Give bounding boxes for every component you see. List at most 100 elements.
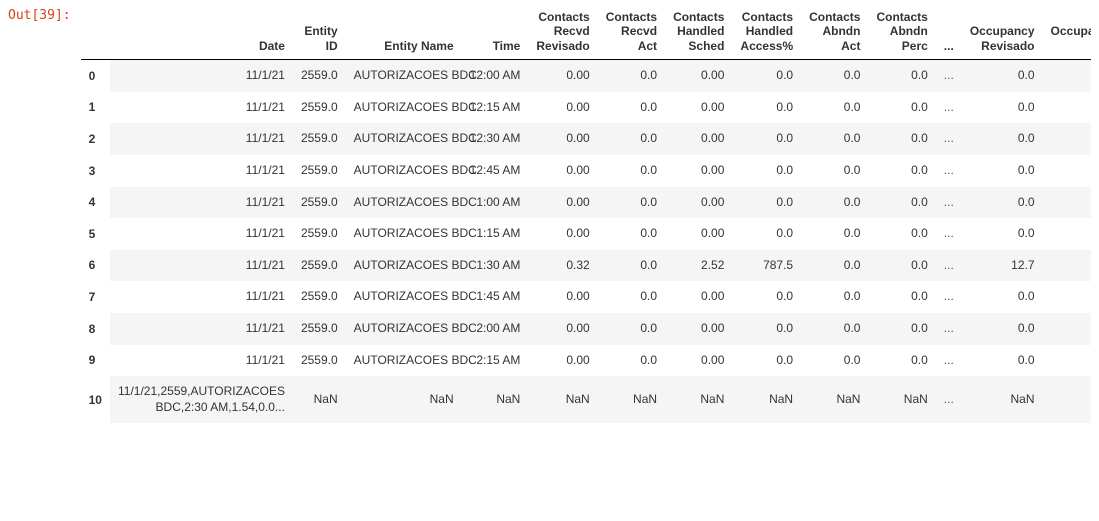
table-cell: AUTORIZACOES BDC xyxy=(346,155,462,187)
table-cell: 11/1/21 xyxy=(110,187,293,219)
table-cell: NaN xyxy=(462,376,529,423)
table-cell: 0.0 xyxy=(732,218,801,250)
table-cell: 0.0 xyxy=(732,92,801,124)
table-cell: ... xyxy=(936,187,962,219)
table-cell: 0.00 xyxy=(665,155,732,187)
table-cell: 11/1/21 xyxy=(110,345,293,377)
table-cell: AUTORIZACOES BDC xyxy=(346,123,462,155)
table-cell: 0.0 xyxy=(868,187,935,219)
table-cell: 2559.0 xyxy=(293,313,346,345)
table-cell: 0.0 xyxy=(962,313,1043,345)
table-cell: AUTORIZACOES BDC xyxy=(346,281,462,313)
table-cell: 0.0 xyxy=(868,281,935,313)
table-cell: 0.00 xyxy=(665,218,732,250)
table-cell: ... xyxy=(936,218,962,250)
table-cell: 2559.0 xyxy=(293,123,346,155)
table-cell: NaN xyxy=(293,376,346,423)
table-cell: 0.0 xyxy=(732,123,801,155)
table-cell: NaN xyxy=(962,376,1043,423)
column-header: Contacts Handled Access% xyxy=(732,4,801,60)
table-row: 111/1/212559.0AUTORIZACOES BDC12:15 AM0.… xyxy=(81,92,1091,124)
table-cell: 0.0 xyxy=(1043,187,1091,219)
row-index: 1 xyxy=(81,92,110,124)
table-cell: 0.0 xyxy=(868,60,935,92)
table-cell: 0.00 xyxy=(528,187,597,219)
table-row: 311/1/212559.0AUTORIZACOES BDC12:45 AM0.… xyxy=(81,155,1091,187)
table-cell: 0.00 xyxy=(665,187,732,219)
table-cell: 11/1/21 xyxy=(110,250,293,282)
table-row: 811/1/212559.0AUTORIZACOES BDC2:00 AM0.0… xyxy=(81,313,1091,345)
table-cell: NaN xyxy=(732,376,801,423)
table-cell: 12:15 AM xyxy=(462,92,529,124)
column-header: Contacts Abndn Perc xyxy=(868,4,935,60)
table-cell: 0.0 xyxy=(732,313,801,345)
table-cell: 2559.0 xyxy=(293,218,346,250)
dataframe-scroll-container[interactable]: DateEntity IDEntity NameTimeContacts Rec… xyxy=(81,4,1091,423)
table-cell: 0.00 xyxy=(665,60,732,92)
table-cell: AUTORIZACOES BDC xyxy=(346,313,462,345)
table-cell: 11/1/21 xyxy=(110,218,293,250)
table-cell: AUTORIZACOES BDC xyxy=(346,345,462,377)
column-header: Entity Name xyxy=(346,4,462,60)
table-cell: AUTORIZACOES BDC xyxy=(346,250,462,282)
table-cell: 11/1/21,2559,AUTORIZACOES BDC,2:30 AM,1.… xyxy=(110,376,293,423)
column-header: Occupancy Revisado xyxy=(962,4,1043,60)
table-row: 911/1/212559.0AUTORIZACOES BDC2:15 AM0.0… xyxy=(81,345,1091,377)
table-cell: 0.0 xyxy=(801,250,868,282)
table-cell: 2.52 xyxy=(665,250,732,282)
row-index: 2 xyxy=(81,123,110,155)
table-cell: 0.0 xyxy=(1043,313,1091,345)
column-header: Occupancy Act xyxy=(1043,4,1091,60)
table-cell: 0.0 xyxy=(598,187,665,219)
table-cell: AUTORIZACOES BDC xyxy=(346,60,462,92)
row-index: 6 xyxy=(81,250,110,282)
column-header: Contacts Recvd Act xyxy=(598,4,665,60)
table-cell: 11/1/21 xyxy=(110,155,293,187)
table-cell: 12:45 AM xyxy=(462,155,529,187)
table-cell: 2559.0 xyxy=(293,250,346,282)
table-cell: 2559.0 xyxy=(293,345,346,377)
table-cell: 0.0 xyxy=(962,187,1043,219)
table-row: 611/1/212559.0AUTORIZACOES BDC1:30 AM0.3… xyxy=(81,250,1091,282)
table-cell: 0.0 xyxy=(962,155,1043,187)
table-cell: 12.7 xyxy=(962,250,1043,282)
table-cell: 0.00 xyxy=(528,60,597,92)
table-cell: NaN xyxy=(528,376,597,423)
table-cell: ... xyxy=(936,250,962,282)
table-row: 411/1/212559.0AUTORIZACOES BDC1:00 AM0.0… xyxy=(81,187,1091,219)
dataframe-table: DateEntity IDEntity NameTimeContacts Rec… xyxy=(81,4,1091,423)
table-cell: 0.0 xyxy=(598,250,665,282)
table-cell: 0.00 xyxy=(528,218,597,250)
table-cell: ... xyxy=(936,313,962,345)
table-cell: 787.5 xyxy=(732,250,801,282)
table-row: 011/1/212559.0AUTORIZACOES BDC12:00 AM0.… xyxy=(81,60,1091,92)
table-cell: 0.0 xyxy=(1043,92,1091,124)
table-cell: ... xyxy=(936,376,962,423)
row-index: 3 xyxy=(81,155,110,187)
table-cell: 0.0 xyxy=(801,218,868,250)
table-cell: 0.00 xyxy=(528,92,597,124)
table-cell: AUTORIZACOES BDC xyxy=(346,218,462,250)
table-cell: 11/1/21 xyxy=(110,313,293,345)
table-cell: 0.0 xyxy=(1043,123,1091,155)
row-index: 10 xyxy=(81,376,110,423)
table-cell: 0.0 xyxy=(868,155,935,187)
table-cell: 0.0 xyxy=(868,345,935,377)
table-cell: ... xyxy=(936,155,962,187)
column-header: Entity ID xyxy=(293,4,346,60)
table-cell: 0.0 xyxy=(801,281,868,313)
table-row: 511/1/212559.0AUTORIZACOES BDC1:15 AM0.0… xyxy=(81,218,1091,250)
table-cell: NaN xyxy=(868,376,935,423)
table-cell: 0.0 xyxy=(801,123,868,155)
table-cell: 0.00 xyxy=(665,92,732,124)
table-cell: 2559.0 xyxy=(293,281,346,313)
table-cell: 0.0 xyxy=(868,313,935,345)
row-index: 5 xyxy=(81,218,110,250)
table-cell: 0.0 xyxy=(1043,345,1091,377)
table-cell: 0.0 xyxy=(732,187,801,219)
table-cell: 0.00 xyxy=(528,155,597,187)
table-cell: 0.0 xyxy=(598,218,665,250)
table-cell: 0.0 xyxy=(801,60,868,92)
column-header: Date xyxy=(110,4,293,60)
table-cell: 0.0 xyxy=(732,60,801,92)
